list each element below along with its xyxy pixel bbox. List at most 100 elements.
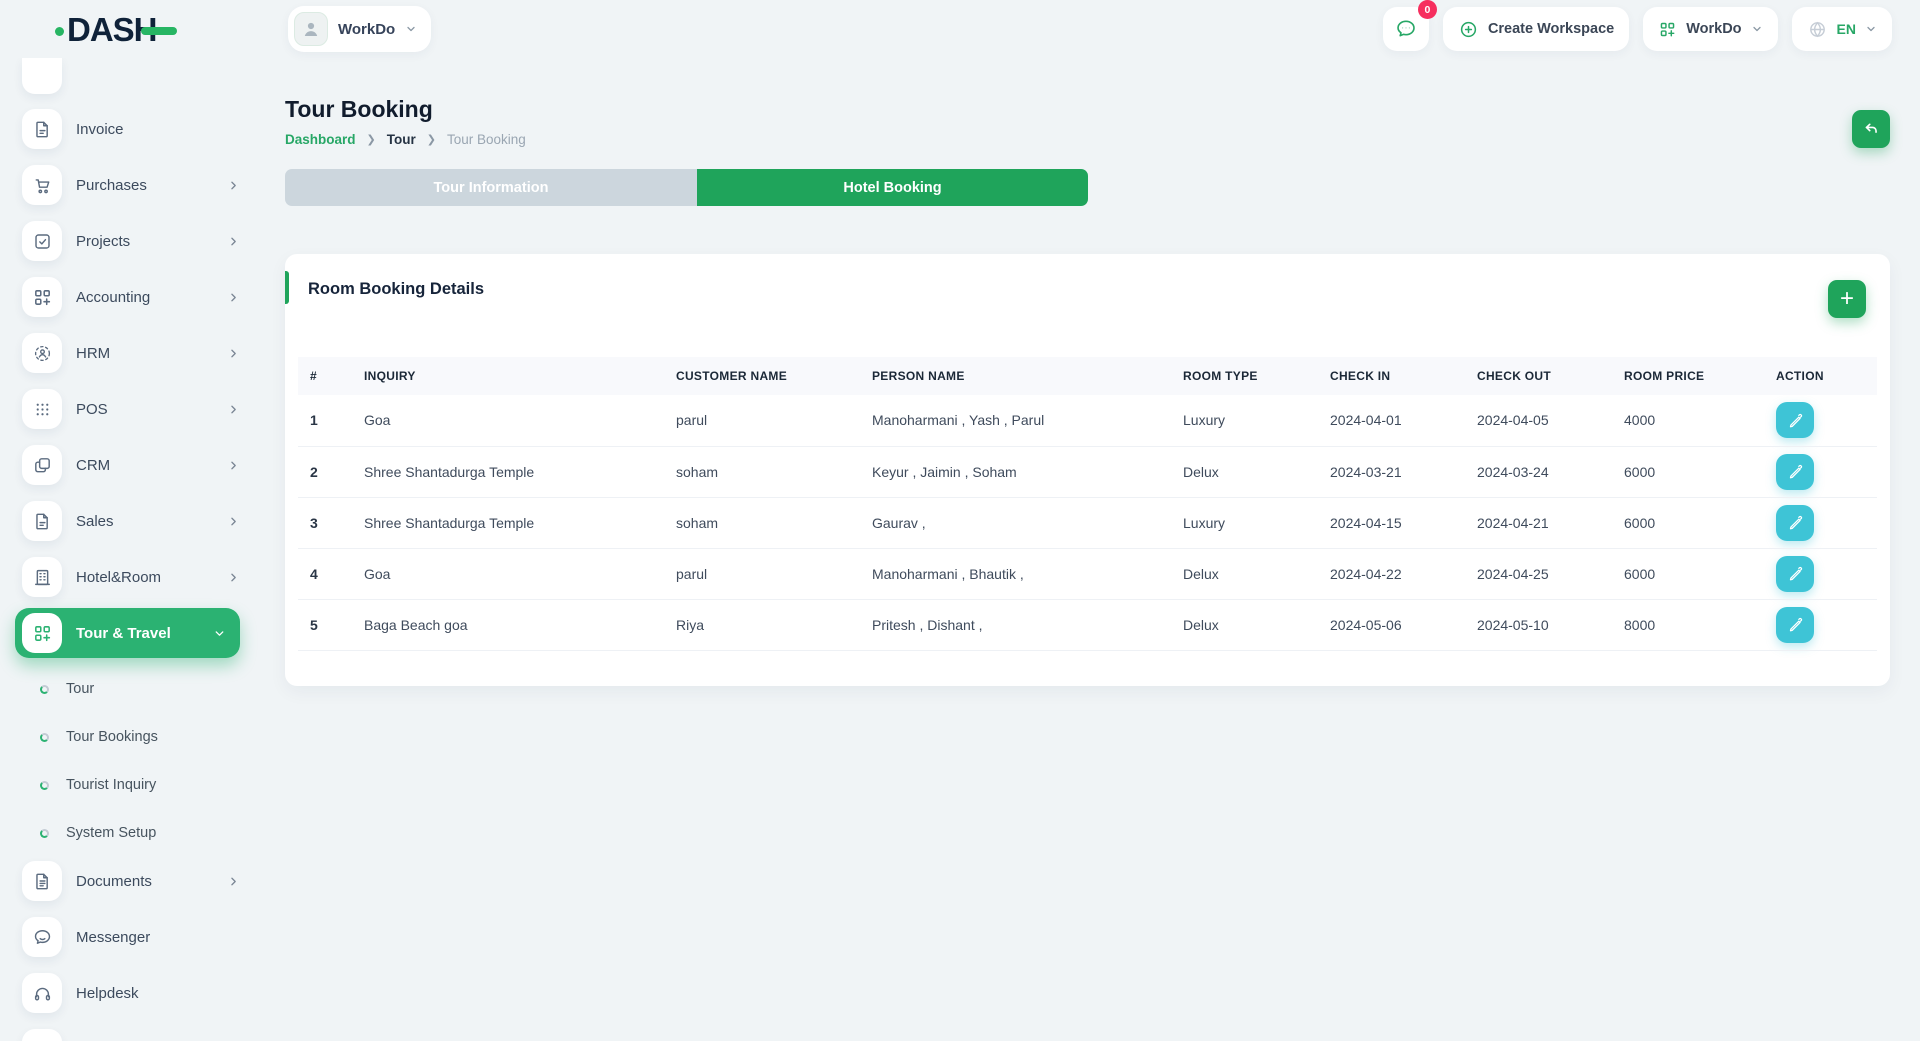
column-header-room-type: ROOM TYPE bbox=[1183, 369, 1258, 383]
tab-hotel-booking[interactable]: Hotel Booking bbox=[697, 169, 1088, 206]
language-dropdown[interactable]: EN bbox=[1791, 7, 1892, 51]
price-cell: 6000 bbox=[1624, 463, 1656, 480]
sidebar-item-hrm[interactable]: HRM bbox=[22, 333, 240, 373]
sidebar-item-label: Accounting bbox=[76, 288, 151, 306]
app-logo: DASH bbox=[55, 13, 215, 46]
customer-cell: parul bbox=[676, 412, 708, 429]
sidebar-subitem-tour-bookings[interactable]: Tour Bookings bbox=[40, 717, 260, 757]
globe-icon bbox=[1807, 19, 1828, 40]
action-cell bbox=[1764, 446, 1877, 497]
action-cell bbox=[1764, 548, 1877, 599]
sidebar-item-tour-travel[interactable]: Tour & Travel bbox=[15, 608, 240, 658]
price-cell: 6000 bbox=[1624, 565, 1656, 582]
sidebar-item-crm[interactable]: CRM bbox=[22, 445, 240, 485]
chevron-right-icon bbox=[227, 571, 240, 584]
num-cell: 2 bbox=[310, 463, 318, 480]
num-cell: 1 bbox=[310, 412, 318, 429]
sidebar-item-label: Tour & Travel bbox=[76, 624, 171, 642]
person-cell: Keyur , Jaimin , Soham bbox=[872, 463, 1017, 480]
customer-cell: Riya bbox=[676, 616, 705, 633]
breadcrumb-separator: ❯ bbox=[366, 134, 376, 146]
language-label: EN bbox=[1836, 21, 1856, 37]
pencil-icon bbox=[1787, 412, 1804, 429]
breadcrumb-tour[interactable]: Tour bbox=[386, 132, 416, 147]
column-header-check-out: CHECK OUT bbox=[1477, 369, 1552, 383]
sidebar-item-purchases[interactable]: Purchases bbox=[22, 165, 240, 205]
bullet-icon bbox=[40, 684, 49, 694]
edit-button[interactable] bbox=[1776, 402, 1814, 439]
person-cell: Manoharmani , Bhautik , bbox=[872, 565, 1024, 582]
messages-button[interactable]: 0 bbox=[1382, 0, 1437, 51]
num-cell: 3 bbox=[310, 514, 318, 531]
workdo-dropdown[interactable]: WorkDo bbox=[1643, 7, 1778, 51]
chevron-right-icon bbox=[227, 875, 240, 888]
create-workspace-label: Create Workspace bbox=[1487, 21, 1615, 37]
projects-icon bbox=[22, 221, 62, 261]
chat-icon bbox=[22, 917, 62, 957]
check-in-cell: 2024-05-06 bbox=[1330, 616, 1402, 633]
headset-icon bbox=[22, 973, 62, 1013]
card-title: Room Booking Details bbox=[308, 280, 485, 298]
num-cell: 4 bbox=[310, 565, 318, 582]
chevron-down-icon bbox=[1865, 23, 1877, 35]
sidebar: Invoice Purchases Projects Accounting HRM POS… bbox=[0, 58, 260, 1041]
check-in-cell: 2024-04-22 bbox=[1330, 565, 1402, 582]
sidebar-item-pos[interactable]: POS bbox=[22, 389, 240, 429]
card-accent-bar bbox=[285, 271, 289, 304]
sidebar-item-label: Messenger bbox=[76, 928, 151, 946]
grid-plus-icon bbox=[1658, 20, 1677, 39]
edit-button[interactable] bbox=[1776, 453, 1814, 490]
sidebar-item-invoice[interactable]: Invoice bbox=[22, 109, 240, 149]
sidebar-item-partial-top bbox=[22, 58, 62, 94]
sidebar-item-label: CRM bbox=[76, 456, 111, 474]
sidebar-item-documents[interactable]: Documents bbox=[22, 861, 240, 901]
breadcrumb-dashboard[interactable]: Dashboard bbox=[285, 132, 356, 147]
building-icon bbox=[22, 557, 62, 597]
room-booking-table: # INQUIRY CUSTOMER NAME PERSON NAME ROOM TYP… bbox=[298, 357, 1877, 651]
sidebar-item-sales[interactable]: Sales bbox=[22, 501, 240, 541]
back-button[interactable] bbox=[1852, 110, 1890, 148]
table-row: 5 Baga Beach goa Riya Pritesh , Dishant , De… bbox=[298, 599, 1877, 650]
sidebar-item-hotel-room[interactable]: Hotel&Room bbox=[22, 557, 240, 597]
check-out-cell: 2024-05-10 bbox=[1477, 616, 1549, 633]
sidebar-item-partial-bottom bbox=[22, 1029, 62, 1041]
sidebar-subitem-label: System Setup bbox=[66, 825, 157, 841]
bullet-icon bbox=[40, 780, 49, 790]
inquiry-cell: Baga Beach goa bbox=[364, 616, 468, 633]
sidebar-subitem-label: Tour bbox=[66, 681, 95, 697]
pencil-icon bbox=[1787, 616, 1804, 633]
sidebar-item-helpdesk[interactable]: Helpdesk bbox=[22, 973, 240, 1013]
sidebar-item-accounting[interactable]: Accounting bbox=[22, 277, 240, 317]
sidebar-subitem-tourist-inquiry[interactable]: Tourist Inquiry bbox=[40, 765, 260, 805]
inquiry-cell: Shree Shantadurga Temple bbox=[364, 463, 535, 480]
chevron-right-icon bbox=[227, 459, 240, 472]
edit-button[interactable] bbox=[1776, 606, 1814, 643]
tab-tour-information[interactable]: Tour Information bbox=[285, 169, 697, 206]
sidebar-item-label: Invoice bbox=[76, 120, 124, 138]
chevron-right-icon bbox=[227, 347, 240, 360]
add-room-booking-button[interactable]: + bbox=[1828, 280, 1866, 318]
check-out-cell: 2024-03-24 bbox=[1477, 463, 1549, 480]
main-content: Tour Booking Dashboard ❯ Tour ❯ Tour Boo… bbox=[260, 58, 1920, 1041]
room-type-cell: Delux bbox=[1183, 616, 1219, 633]
action-cell bbox=[1764, 497, 1877, 548]
sidebar-item-messenger[interactable]: Messenger bbox=[22, 917, 240, 957]
sidebar-item-label: Helpdesk bbox=[76, 984, 139, 1002]
chat-bubble-icon bbox=[1394, 17, 1418, 41]
file-icon bbox=[22, 501, 62, 541]
column-header-customer-name: CUSTOMER NAME bbox=[676, 369, 788, 383]
workspace-selector[interactable]: WorkDo bbox=[288, 6, 432, 52]
sidebar-subitem-system-setup[interactable]: System Setup bbox=[40, 813, 260, 853]
table-wrapper: # INQUIRY CUSTOMER NAME PERSON NAME ROOM TYP… bbox=[298, 357, 1877, 651]
booking-tabs: Tour Information Hotel Booking bbox=[285, 169, 1088, 206]
create-workspace-button[interactable]: Create Workspace bbox=[1442, 7, 1630, 51]
sidebar-subitem-label: Tourist Inquiry bbox=[66, 777, 157, 793]
sidebar-item-label: Documents bbox=[76, 872, 152, 890]
customer-cell: parul bbox=[676, 565, 708, 582]
person-cell: Gaurav , bbox=[872, 514, 926, 531]
sidebar-item-projects[interactable]: Projects bbox=[22, 221, 240, 261]
sidebar-subitem-tour[interactable]: Tour bbox=[40, 669, 260, 709]
edit-button[interactable] bbox=[1776, 555, 1814, 592]
notification-badge: 0 bbox=[1417, 0, 1437, 19]
edit-button[interactable] bbox=[1776, 504, 1814, 541]
